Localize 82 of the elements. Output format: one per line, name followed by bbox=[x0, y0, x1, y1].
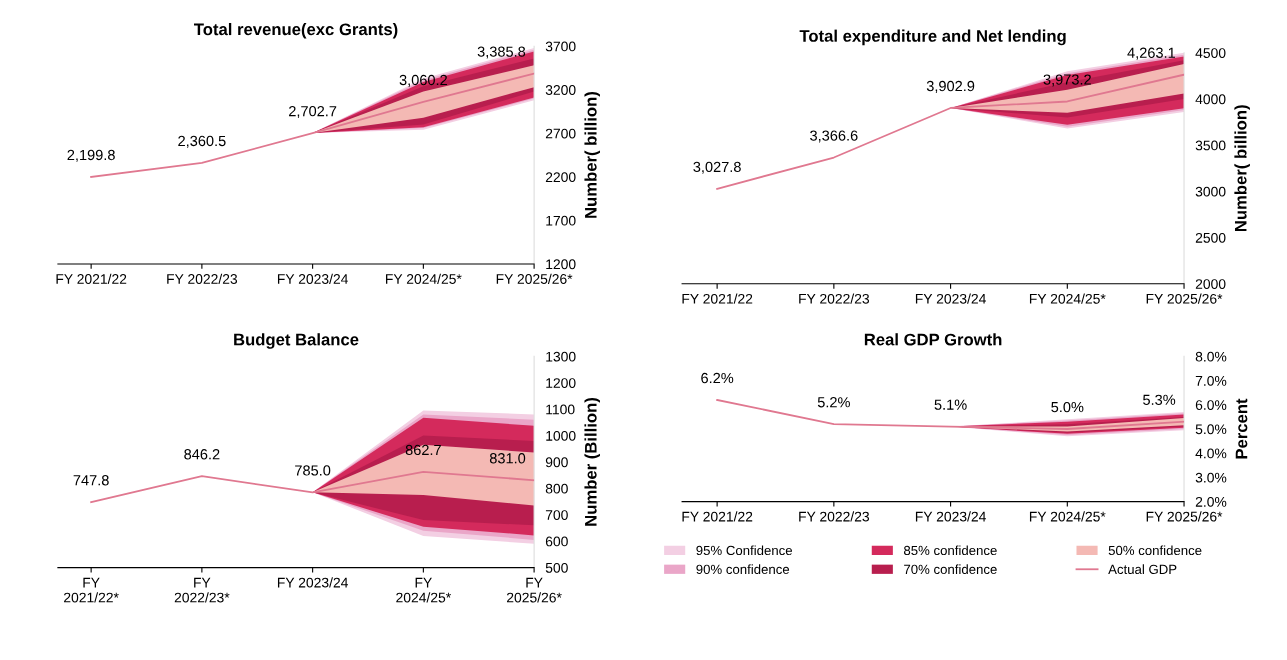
data-label: 785.0 bbox=[295, 465, 331, 476]
y-tick-label: 2.0% bbox=[1195, 496, 1227, 507]
data-label: 862.7 bbox=[405, 444, 441, 456]
y-tick-label: 3500 bbox=[1195, 140, 1226, 151]
y-tick-label: 1000 bbox=[546, 430, 576, 441]
data-label: 747.8 bbox=[73, 475, 109, 486]
x-tick-label: FY 2021/22 bbox=[682, 293, 753, 304]
y-axis-title: Number (Billion) bbox=[584, 398, 600, 526]
y-tick-label: 4500 bbox=[1195, 48, 1226, 58]
x-tick-label: FY 2025/26* bbox=[496, 273, 573, 284]
data-label: 3,366.6 bbox=[810, 130, 858, 143]
y-tick-label: 1100 bbox=[546, 404, 575, 415]
x-tick-label: FY 2024/25* bbox=[386, 273, 462, 284]
x-tick-label: FY 2025/26* bbox=[1146, 511, 1223, 522]
data-label: 5.2% bbox=[817, 397, 850, 408]
y-tick-label: 8.0% bbox=[1195, 351, 1227, 362]
data-label: 3,385.8 bbox=[477, 46, 526, 59]
y-tick-label: 600 bbox=[545, 536, 568, 547]
data-label: 2,199.8 bbox=[67, 149, 115, 162]
y-tick-label: 2200 bbox=[545, 172, 576, 183]
x-tick-label: FY 2022/23 bbox=[799, 293, 870, 304]
x-tick-label: FY 2021/22 bbox=[56, 273, 127, 284]
y-tick-label: 900 bbox=[545, 457, 568, 468]
x-tick-label: FY 2025/26* bbox=[507, 577, 562, 603]
y-axis-title: Number( billion) bbox=[1234, 105, 1250, 232]
x-tick-label: FY 2024/25* bbox=[396, 577, 451, 603]
data-label: 4,263.1 bbox=[1127, 47, 1175, 60]
x-tick-label: FY 2022/23* bbox=[174, 577, 230, 603]
y-tick-label: 7.0% bbox=[1195, 375, 1227, 386]
x-tick-label: FY 2023/24 bbox=[915, 511, 986, 522]
data-label: 3,973.2 bbox=[1043, 74, 1091, 87]
chart-title: Total revenue(exc Grants) bbox=[194, 23, 398, 39]
x-tick-label: FY 2021/22 bbox=[682, 511, 753, 522]
y-tick-label: 3700 bbox=[545, 41, 576, 52]
y-tick-label: 4000 bbox=[1195, 94, 1226, 105]
y-tick-label: 800 bbox=[545, 483, 568, 494]
data-label: 3,027.8 bbox=[693, 161, 741, 174]
y-tick-label: 6.0% bbox=[1195, 400, 1227, 410]
data-label: 5.0% bbox=[1051, 401, 1084, 413]
y-tick-label: 1300 bbox=[546, 351, 576, 362]
x-tick-label: FY 2023/24 bbox=[915, 293, 986, 304]
x-tick-label: FY 2023/24 bbox=[277, 577, 348, 588]
data-label: 831.0 bbox=[489, 453, 526, 464]
x-tick-label: FY 2023/24 bbox=[277, 273, 348, 284]
data-label: 5.1% bbox=[934, 399, 967, 410]
data-label: 2,702.7 bbox=[289, 105, 337, 119]
data-label: 846.2 bbox=[184, 449, 220, 460]
chart-title: Total expenditure and Net lending bbox=[799, 29, 1066, 46]
y-tick-label: 2700 bbox=[545, 128, 576, 139]
legend-label: 95% Confidence bbox=[696, 545, 793, 556]
y-tick-label: 5.0% bbox=[1195, 424, 1227, 435]
data-label: 2,360.5 bbox=[178, 135, 226, 148]
chart-title: Real GDP Growth bbox=[864, 333, 1002, 346]
y-tick-label: 1700 bbox=[546, 215, 576, 226]
x-tick-label: FY 2024/25* bbox=[1029, 511, 1106, 522]
y-tick-label: 1200 bbox=[546, 259, 576, 270]
legend-label: Actual GDP bbox=[1108, 564, 1177, 575]
y-tick-label: 3000 bbox=[1195, 186, 1226, 197]
data-label: 3,060.2 bbox=[399, 74, 447, 87]
y-axis-title: Number( billion) bbox=[584, 92, 600, 218]
x-tick-label: FY 2022/23 bbox=[799, 511, 870, 522]
legend-label: 70% confidence bbox=[904, 564, 997, 575]
y-tick-label: 3.0% bbox=[1195, 472, 1227, 483]
data-label: 3,902.9 bbox=[926, 80, 975, 93]
legend-label: 50% confidence bbox=[1108, 545, 1202, 556]
y-tick-label: 2000 bbox=[1195, 279, 1226, 289]
y-tick-label: 700 bbox=[545, 510, 568, 520]
data-label: 6.2% bbox=[701, 372, 734, 384]
chart-title: Budget Balance bbox=[234, 333, 359, 349]
y-axis-title: Percent bbox=[1235, 398, 1248, 459]
y-tick-label: 1200 bbox=[546, 378, 576, 388]
y-tick-label: 4.0% bbox=[1195, 448, 1227, 459]
data-label: 5.3% bbox=[1143, 394, 1176, 405]
legend-label: 90% confidence bbox=[696, 564, 790, 575]
x-tick-label: FY 2024/25* bbox=[1029, 293, 1106, 304]
y-tick-label: 2500 bbox=[1195, 232, 1226, 243]
y-tick-label: 3200 bbox=[545, 85, 576, 95]
x-tick-label: FY 2025/26* bbox=[1146, 293, 1223, 304]
y-tick-label: 500 bbox=[545, 562, 568, 573]
x-tick-label: FY 2021/22* bbox=[64, 577, 119, 603]
x-tick-label: FY 2022/23 bbox=[167, 273, 238, 284]
legend-label: 85% confidence bbox=[904, 545, 997, 556]
